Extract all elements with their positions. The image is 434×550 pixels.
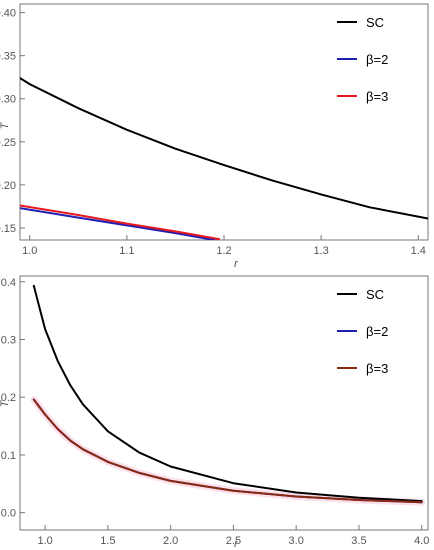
bottom-x-axis-label: r [234,538,239,550]
bottom-x-tick-label: 3.5 [351,535,366,547]
top-chart: 1.0 1.1 1.2 1.3 1.4 0.15 0.20 0.25 0.30 0.35 0.40… [0,3,429,270]
bottom-x-ticks: 1.0 1.5 2.0 2.5 3.0 3.5 4.0 [37,525,429,547]
bottom-x-tick-label: 2.0 [163,535,178,547]
top-legend-label-beta2: β=2 [366,52,388,67]
top-x-tick-label: 1.0 [22,245,37,257]
bottom-legend-label-sc: SC [366,287,384,302]
top-plot-frame [19,3,429,241]
bottom-x-tick-label: 2.5 [226,535,241,547]
bottom-series-line-beta3 [32,398,423,504]
top-x-tick-label: 1.3 [313,245,328,257]
top-y-ticks: 0.15 0.20 0.25 0.30 0.35 0.40 [0,8,25,235]
top-y-tick-label: 0.35 [0,51,16,63]
bottom-y-tick-label: 0.3 [1,335,16,347]
top-legend: SC β=2 β=3 [337,15,388,104]
bottom-y-tick-label: 0.1 [1,450,16,462]
top-y-tick-label: 0.20 [0,180,16,192]
bottom-series-line-sc [32,284,423,503]
top-series-line-beta2 [20,207,216,240]
bottom-y-tick-label: 0.2 [1,392,16,404]
top-series-line-beta3 [20,204,221,240]
top-y-tick-label: 0.40 [0,8,16,20]
bottom-legend: SC β=2 β=3 [337,287,388,376]
top-legend-label-sc: SC [366,15,384,30]
top-series-line-sc [20,77,428,220]
bottom-plot-frame [19,275,429,531]
bottom-legend-label-beta3: β=3 [366,361,388,376]
top-legend-label-beta3: β=3 [366,89,388,104]
bottom-x-tick-label: 4.0 [414,535,429,547]
bottom-y-tick-label: 0.0 [1,508,16,520]
bottom-legend-label-beta2: β=2 [366,324,388,339]
top-y-tick-label: 0.15 [0,223,16,235]
top-y-axis-label: T [0,121,11,129]
bottom-y-tick-label: 0.4 [1,277,16,289]
top-x-tick-label: 1.2 [216,245,231,257]
top-x-ticks: 1.0 1.1 1.2 1.3 1.4 [22,235,426,257]
top-x-axis-label: r [234,258,239,270]
top-series-group [20,77,428,240]
bottom-chart: 1.0 1.5 2.0 2.5 3.0 3.5 4.0 0.00.10.20.30.4 r … [0,275,429,550]
top-y-tick-label: 0.30 [0,94,16,106]
top-x-tick-label: 1.4 [411,245,426,257]
top-y-tick-label: 0.25 [0,137,16,149]
bottom-y-ticks: 0.0 0.1 0.2 0.3 0.4 [1,277,25,520]
top-x-tick-label: 1.1 [119,245,134,257]
bottom-x-tick-label: 1.5 [100,535,115,547]
bottom-series-group [30,284,426,506]
bottom-x-tick-label: 1.0 [37,535,52,547]
bottom-x-tick-label: 3.0 [289,535,304,547]
bottom-y-axis-label: T [0,399,11,407]
